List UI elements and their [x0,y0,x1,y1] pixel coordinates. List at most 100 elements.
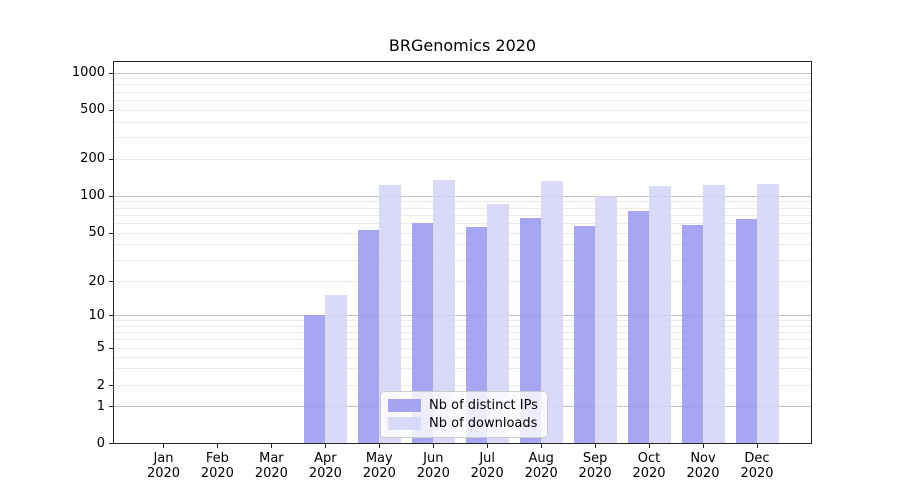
gridline-80 [114,207,811,209]
x-tick-mark-dec-2020 [756,444,758,448]
bar-distinct-ips-jun-2020 [411,222,434,443]
gridline-500 [114,109,811,111]
x-tick-mark-sep-2020 [594,444,596,448]
y-tick-mark-200 [109,158,113,160]
bar-downloads-oct-2020 [649,185,671,443]
x-tick-label-sep-2020: Sep 2020 [578,451,612,481]
y-tick-mark-500 [109,109,113,111]
x-tick-mark-jul-2020 [486,444,488,448]
gridline-9 [114,319,811,321]
y-tick-label-20: 20 [88,273,105,289]
x-tick-label-jul-2020: Jul 2020 [470,451,504,481]
legend-item-distinct-ips: Nb of distinct IPs [388,398,538,413]
bar-downloads-jul-2020 [487,203,509,443]
y-tick-mark-100 [109,195,113,197]
y-tick-mark-1000 [109,72,113,74]
y-tick-label-5: 5 [96,340,105,355]
gridline-2 [114,385,811,386]
x-tick-label-jun-2020: Jun 2020 [416,451,450,481]
bar-downloads-may-2020 [379,185,401,443]
gridline-70 [114,214,811,216]
gridline-400 [114,121,811,123]
y-tick-label-200: 200 [80,151,105,167]
x-tick-mark-may-2020 [378,444,380,448]
y-tick-mark-20 [109,281,113,282]
y-tick-label-10: 10 [88,307,105,323]
y-tick-label-1: 1 [96,398,105,414]
legend-swatch-distinct-ips [388,399,421,412]
bar-distinct-ips-sep-2020 [573,225,596,443]
bar-downloads-nov-2020 [703,184,725,443]
bar-downloads-dec-2020 [757,183,779,443]
x-tick-mark-oct-2020 [648,444,650,448]
gridline-100 [114,195,811,197]
gridline-60 [114,222,811,224]
x-tick-label-jan-2020: Jan 2020 [146,451,181,481]
chart-title: BRGenomics 2020 [388,36,537,55]
gridline-1000 [114,72,811,74]
gridline-600 [114,99,811,101]
legend-item-downloads: Nb of downloads [388,416,538,431]
x-tick-label-aug-2020: Aug 2020 [524,451,558,481]
bar-downloads-apr-2020 [325,295,347,443]
legend-label-downloads: Nb of downloads [429,416,538,431]
x-tick-label-feb-2020: Feb 2020 [200,451,234,481]
bar-distinct-ips-oct-2020 [627,211,649,443]
gridline-90 [114,201,811,203]
gridline-40 [114,244,811,246]
gridline-300 [114,136,811,138]
y-tick-mark-2 [109,385,113,386]
x-tick-mark-apr-2020 [324,444,326,448]
legend-label-distinct-ips: Nb of distinct IPs [429,398,538,413]
y-tick-mark-0 [109,443,113,444]
gridline-200 [114,158,811,160]
x-tick-label-nov-2020: Nov 2020 [686,451,720,481]
gridline-30 [114,259,811,261]
x-tick-label-oct-2020: Oct 2020 [632,451,666,481]
gridline-50 [114,232,811,234]
x-tick-label-dec-2020: Dec 2020 [740,451,774,481]
y-tick-label-100: 100 [80,188,105,204]
y-tick-mark-1 [109,406,113,407]
gridline-8 [114,325,811,327]
legend: Nb of distinct IPs Nb of downloads [380,391,548,438]
gridline-700 [114,91,811,93]
bar-downloads-sep-2020 [595,195,617,443]
gridline-3 [114,368,811,370]
bar-distinct-ips-jul-2020 [465,226,488,443]
x-tick-label-apr-2020: Apr 2020 [308,451,342,481]
bar-downloads-jun-2020 [433,179,455,443]
bar-distinct-ips-may-2020 [357,230,380,443]
x-tick-mark-feb-2020 [216,444,218,448]
x-tick-mark-jun-2020 [432,444,434,448]
gridline-900 [114,78,811,80]
gridline-4 [114,356,811,358]
y-tick-label-0: 0 [96,435,105,451]
y-tick-label-2: 2 [96,377,105,393]
y-tick-label-500: 500 [80,102,105,118]
gridline-800 [114,84,811,86]
x-tick-mark-nov-2020 [702,444,704,448]
bar-distinct-ips-nov-2020 [681,224,703,443]
bar-distinct-ips-dec-2020 [735,219,757,443]
y-tick-mark-10 [109,315,113,316]
gridline-5 [114,347,811,349]
plot-area: Nb of distinct IPs Nb of downloads [113,61,812,444]
bar-distinct-ips-aug-2020 [519,217,542,443]
x-tick-mark-jan-2020 [163,444,164,448]
gridline-10 [114,315,811,316]
x-tick-mark-aug-2020 [540,444,542,448]
x-tick-mark-mar-2020 [270,444,272,448]
gridline-20 [114,281,811,282]
legend-swatch-downloads [388,417,421,430]
plot-inner [114,62,811,443]
y-tick-label-1000: 1000 [71,65,105,80]
gridline-6 [114,339,811,340]
x-tick-label-may-2020: May 2020 [362,451,396,481]
bar-distinct-ips-apr-2020 [303,315,326,443]
y-tick-label-50: 50 [88,225,105,240]
y-tick-mark-5 [109,347,113,349]
gridline-7 [114,331,811,333]
x-tick-label-mar-2020: Mar 2020 [254,451,288,481]
